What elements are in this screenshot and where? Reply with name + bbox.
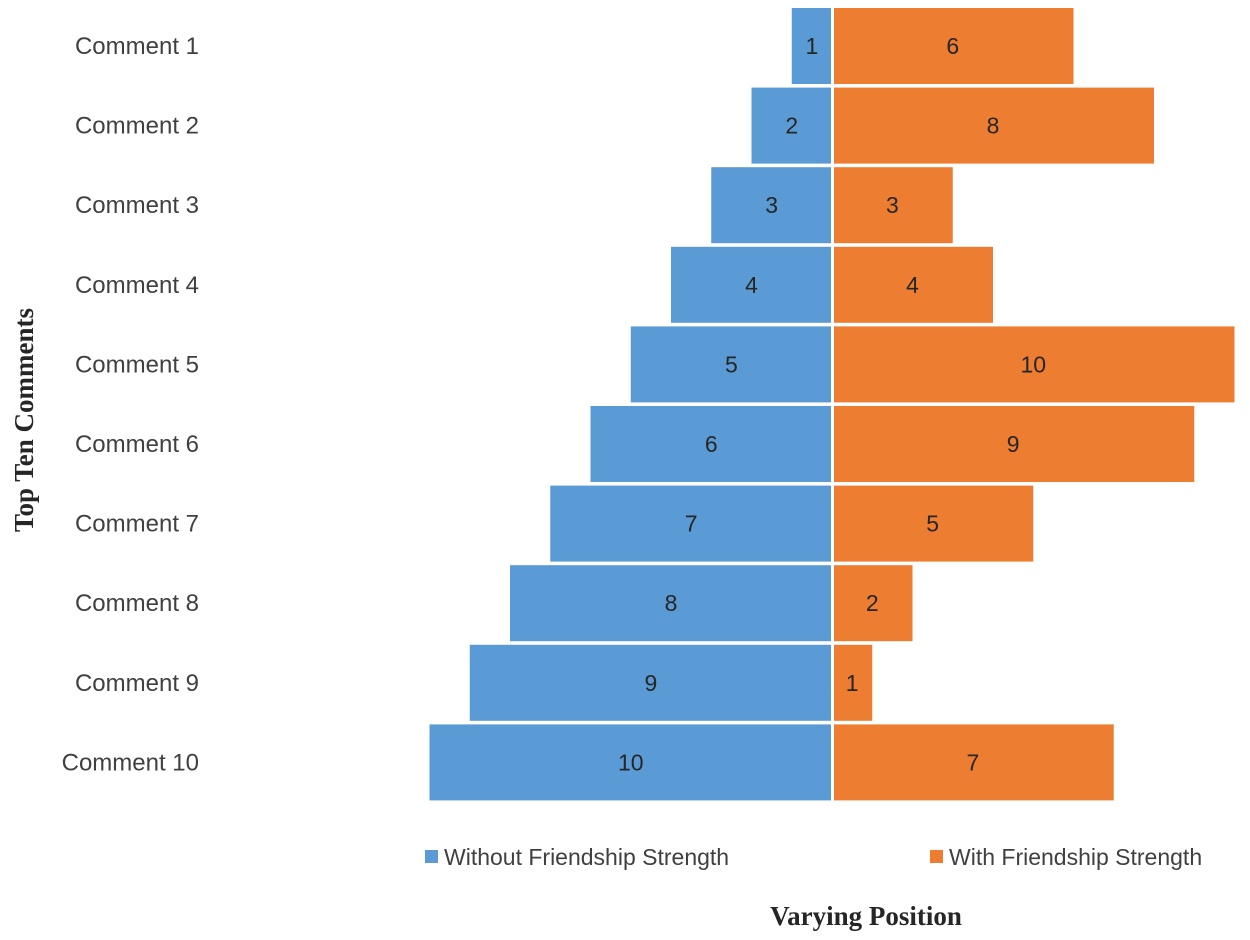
legend-swatch-with — [930, 850, 943, 863]
bar-with-label-7: 5 — [926, 511, 939, 537]
bar-with-label-2: 8 — [987, 113, 1000, 139]
bar-without-9 — [469, 644, 831, 721]
bar-without-label-4: 4 — [745, 272, 758, 298]
bar-without-6 — [590, 406, 831, 482]
bar-without-1 — [791, 8, 831, 84]
bar-without-label-8: 8 — [665, 590, 678, 616]
bar-with-label-6: 9 — [1007, 431, 1020, 457]
bar-without-7 — [550, 485, 831, 562]
legend-label-without: Without Friendship Strength — [444, 844, 729, 870]
bar-with-3 — [834, 167, 953, 244]
bar-without-10 — [429, 724, 831, 801]
bar-without-label-2: 2 — [785, 113, 798, 139]
bar-with-10 — [834, 724, 1114, 801]
bar-without-label-3: 3 — [765, 192, 778, 218]
category-label-9: Comment 9 — [75, 670, 199, 697]
category-label-5: Comment 5 — [75, 351, 199, 378]
category-label-2: Comment 2 — [75, 113, 199, 140]
bar-without-label-6: 6 — [705, 431, 718, 457]
bar-labels-layer: 1 6 2 8 3 3 4 4 5 10 6 9 7 5 8 2 9 1 10 7 — [618, 33, 1046, 775]
bar-without-5 — [630, 326, 831, 403]
y-axis-title: Top Ten Comments — [9, 308, 39, 532]
category-label-4: Comment 4 — [75, 272, 199, 299]
category-label-3: Comment 3 — [75, 192, 199, 219]
bar-with-8 — [834, 565, 913, 642]
bar-with-label-8: 2 — [866, 590, 879, 616]
bars-layer — [429, 8, 1235, 801]
bar-without-8 — [510, 565, 831, 642]
category-label-10: Comment 10 — [62, 749, 199, 776]
bar-without-label-10: 10 — [618, 749, 644, 775]
bar-with-label-1: 6 — [946, 33, 959, 59]
bar-with-7 — [834, 485, 1034, 562]
bar-with-label-9: 1 — [846, 670, 859, 696]
bar-without-2 — [751, 87, 831, 164]
bar-with-2 — [834, 87, 1154, 164]
bar-with-label-5: 10 — [1020, 351, 1046, 377]
category-label-8: Comment 8 — [75, 590, 199, 617]
bar-with-4 — [834, 246, 993, 323]
bar-with-label-10: 7 — [966, 749, 979, 775]
bar-without-label-7: 7 — [685, 511, 698, 537]
bar-with-label-3: 3 — [886, 192, 899, 218]
legend-swatch-without — [425, 850, 438, 863]
bar-with-1 — [834, 8, 1074, 84]
bar-without-label-1: 1 — [805, 33, 818, 59]
bar-with-label-4: 4 — [906, 272, 919, 298]
bar-without-label-9: 9 — [644, 670, 657, 696]
bar-with-9 — [834, 644, 873, 721]
bar-without-3 — [711, 167, 831, 244]
x-axis-title: Varying Position — [770, 901, 962, 931]
category-label-7: Comment 7 — [75, 511, 199, 538]
category-label-6: Comment 6 — [75, 431, 199, 458]
bar-without-label-5: 5 — [725, 351, 738, 377]
category-label-1: Comment 1 — [75, 33, 199, 60]
legend-label-with: With Friendship Strength — [949, 844, 1202, 870]
category-labels-layer: Comment 1 Comment 2 Comment 3 Comment 4 Comm… — [62, 33, 199, 776]
bar-with-5 — [834, 326, 1235, 403]
bar-with-6 — [834, 406, 1195, 482]
legend: Without Friendship Strength With Friendsh… — [425, 844, 1202, 870]
bar-without-4 — [671, 246, 831, 323]
